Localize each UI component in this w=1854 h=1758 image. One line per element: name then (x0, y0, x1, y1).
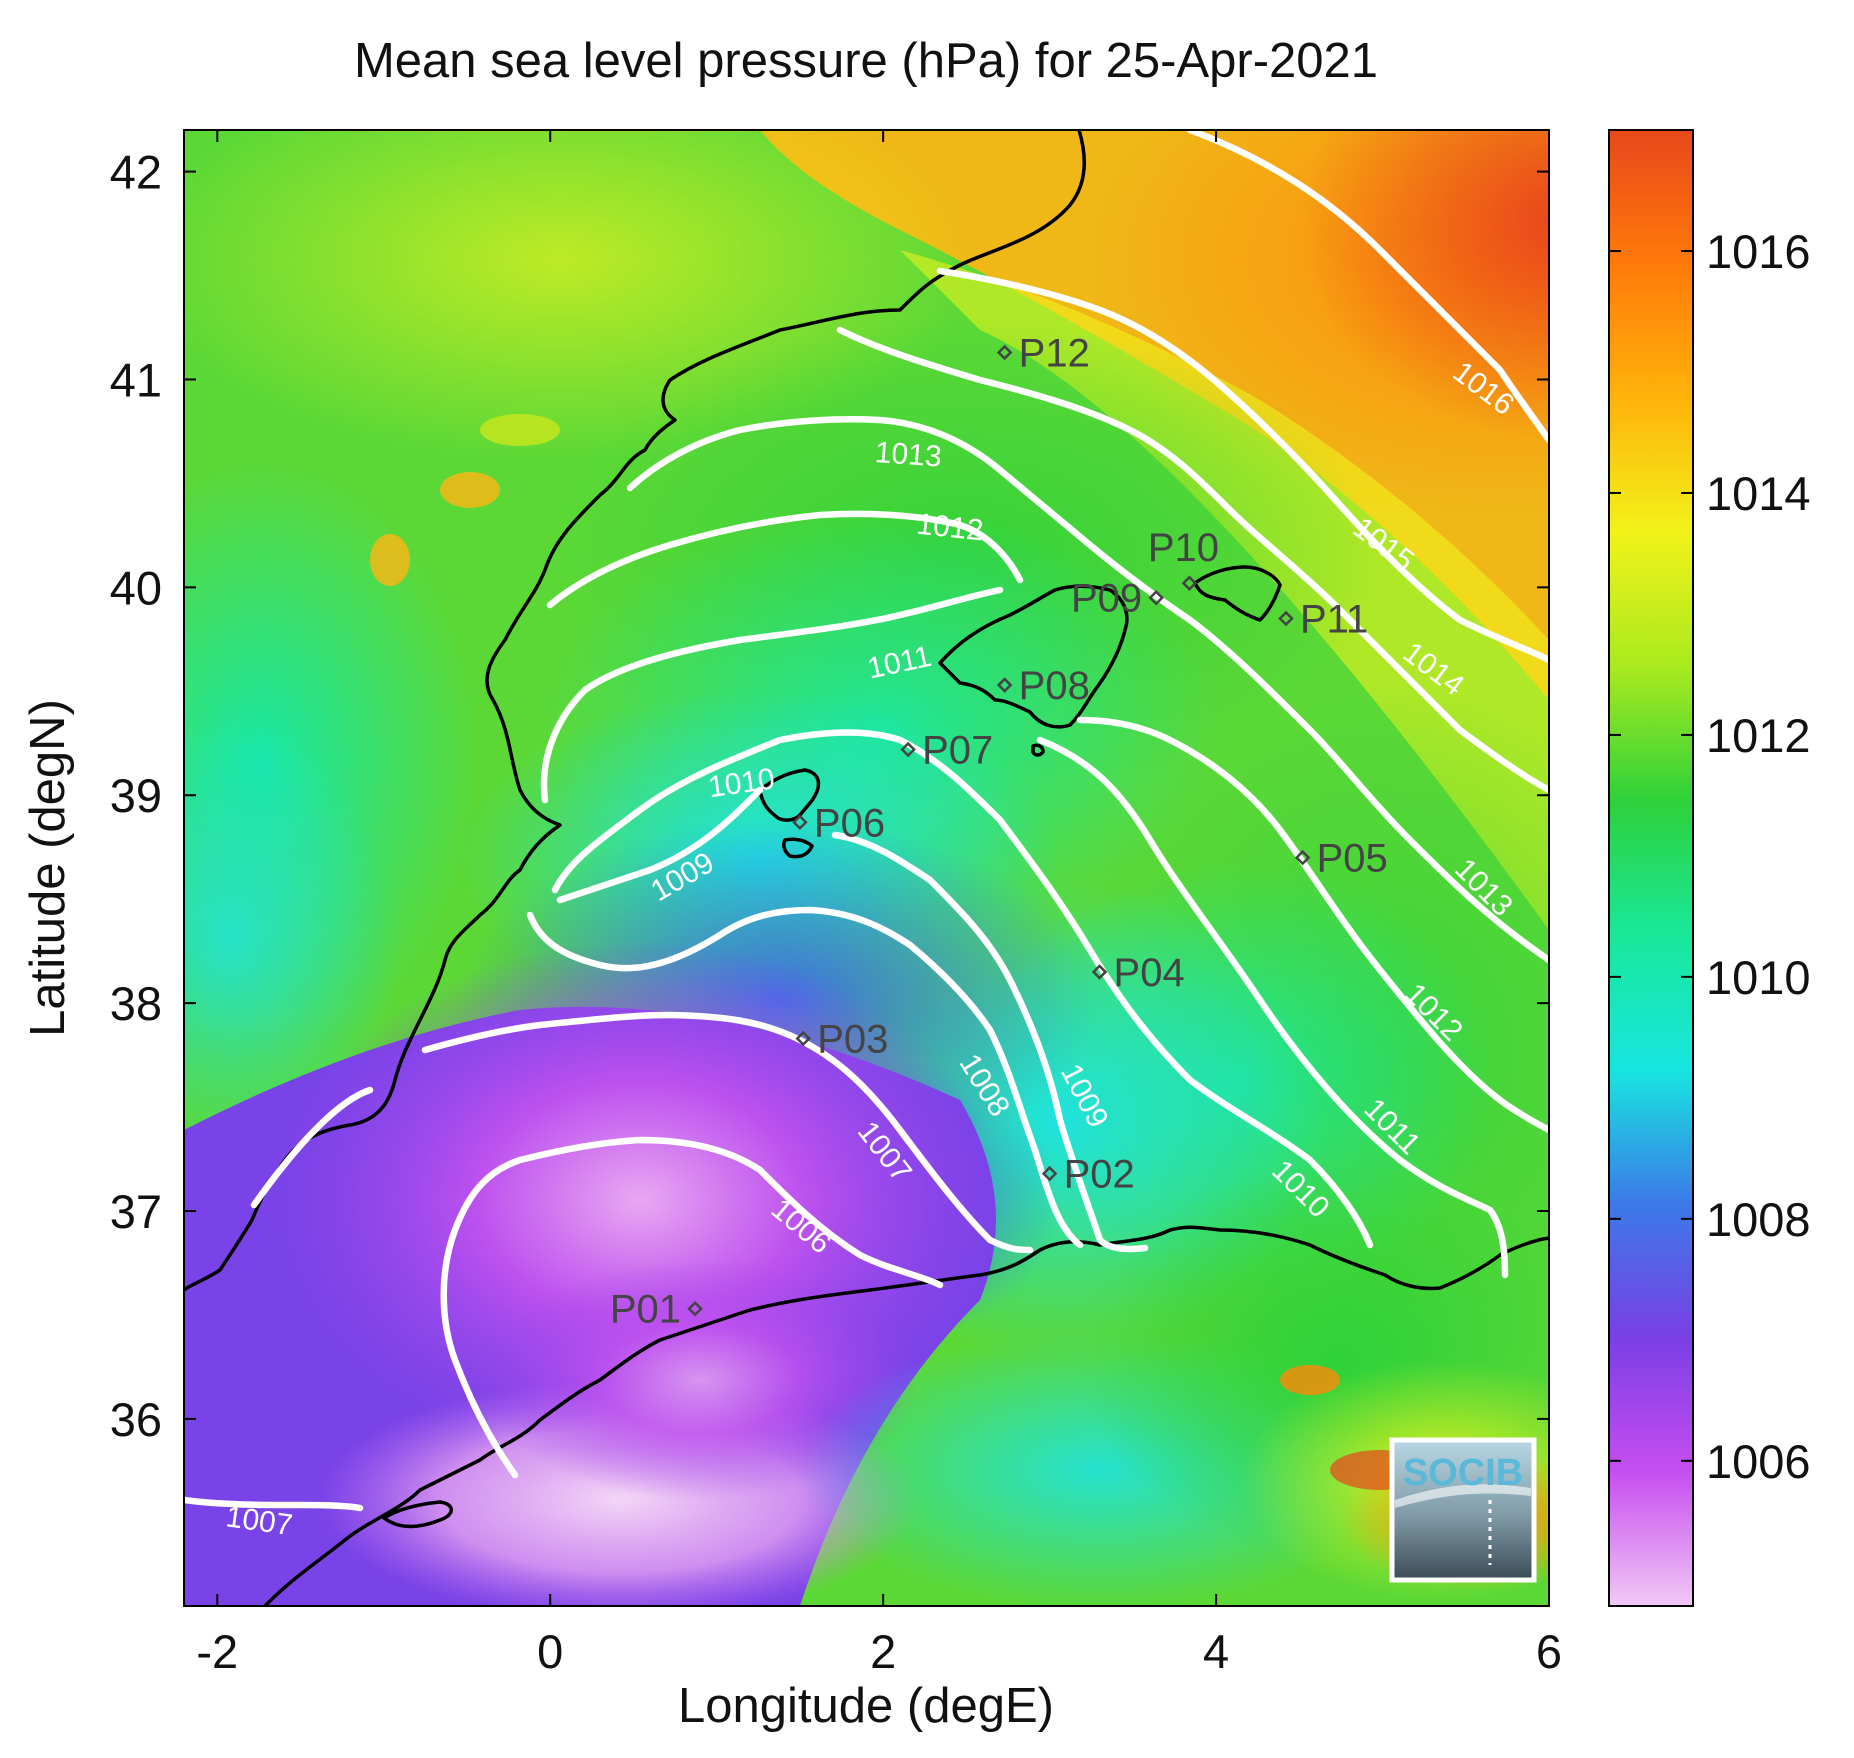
coastline-alboran (382, 1500, 453, 1529)
coastline-cabrera (1031, 743, 1045, 757)
station-label: P07 (922, 729, 993, 773)
coastline-mallorca (938, 584, 1129, 729)
y-tick-label: 39 (110, 769, 162, 822)
pressure-field (184, 130, 1549, 1606)
isobar-1010 (551, 729, 1374, 1249)
station-label: P11 (1300, 598, 1368, 642)
coastline-menorca (1193, 565, 1282, 622)
station-marker (900, 741, 916, 758)
station-marker (792, 814, 808, 831)
isobar-1008 (526, 906, 1084, 1249)
coastline-ibiza (758, 768, 821, 822)
y-axis-label: Latitude (degN) (21, 699, 75, 1037)
station-marker (1148, 589, 1164, 606)
station-marker (996, 344, 1013, 361)
isobar-1009 (556, 786, 1149, 1253)
y-tick-label: 41 (110, 353, 162, 406)
station-label: P05 (1317, 837, 1388, 881)
isobar-1006 (440, 1136, 944, 1479)
station-marker (1091, 964, 1108, 980)
x-tick-label: 4 (1203, 1625, 1229, 1678)
y-tick-label: 36 (110, 1393, 162, 1446)
x-axis-label: Longitude (degE) (678, 1679, 1054, 1733)
plot-frame (183, 129, 1550, 1607)
station-label: P03 (817, 1017, 888, 1061)
station-marker (795, 1030, 812, 1047)
isobar-1016 (1186, 130, 1549, 444)
station-label: P12 (1019, 331, 1090, 375)
station-label: P02 (1064, 1153, 1135, 1197)
x-tick-label: -2 (196, 1625, 238, 1678)
x-axis: -2 0 2 4 6 (196, 130, 1562, 1678)
x-tick-label: 2 (870, 1625, 896, 1678)
coastline-iberia (184, 130, 1086, 1292)
colorbar-tick-label: 1016 (1706, 225, 1811, 278)
station-marker (1041, 1165, 1058, 1182)
station-label: P04 (1114, 951, 1185, 995)
colorbar-tick-label: 1006 (1706, 1435, 1811, 1488)
station-label: P08 (1019, 664, 1090, 708)
station-marker (687, 1300, 703, 1317)
isobar-1015 (936, 267, 1549, 664)
y-axis: 42 41 40 39 38 37 36 (110, 146, 1549, 1446)
colorbar-tick-label: 1012 (1706, 709, 1811, 762)
contour-label: 1012 (915, 508, 985, 548)
station-label: P06 (814, 801, 885, 845)
station-marker (1278, 610, 1294, 627)
station-marker (996, 677, 1013, 693)
isobar-1013 (626, 416, 1549, 964)
x-tick-label: 6 (1536, 1625, 1562, 1678)
station-label: P01 (610, 1288, 681, 1332)
isobar-1012 (546, 510, 1549, 1134)
contour-label: 1013 (874, 436, 943, 474)
colorbar-tick-label: 1008 (1706, 1193, 1811, 1246)
isobar-1014 (836, 326, 1549, 794)
coastline-formentera (782, 837, 814, 859)
isobar-contours (184, 130, 1549, 1512)
x-tick-label: 0 (537, 1625, 563, 1678)
y-tick-label: 37 (110, 1185, 162, 1238)
colorbar-ticks: 1016 1014 1012 1010 1008 1006 (1609, 225, 1811, 1488)
isobar-1007 (184, 1011, 1034, 1512)
colorbar-fill (1608, 129, 1694, 1607)
y-tick-label: 42 (110, 146, 162, 199)
isobar-1011 (540, 586, 1509, 1279)
colorbar-tick-label: 1010 (1706, 951, 1811, 1004)
station-label: P10 (1148, 526, 1219, 570)
socib-logo: SOCIB (1389, 1437, 1537, 1583)
y-tick-label: 38 (110, 977, 162, 1030)
chart-title: Mean sea level pressure (hPa) for 25-Apr… (354, 34, 1378, 88)
socib-logo-text: SOCIB (1403, 1452, 1523, 1494)
station-marker (1294, 849, 1311, 866)
station-marker (1181, 575, 1198, 591)
y-tick-label: 40 (110, 561, 162, 614)
station-label: P09 (1071, 577, 1142, 621)
colorbar-tick-label: 1014 (1706, 467, 1811, 520)
colorbar: 1016 1014 1012 1010 1008 1006 (1608, 129, 1811, 1607)
